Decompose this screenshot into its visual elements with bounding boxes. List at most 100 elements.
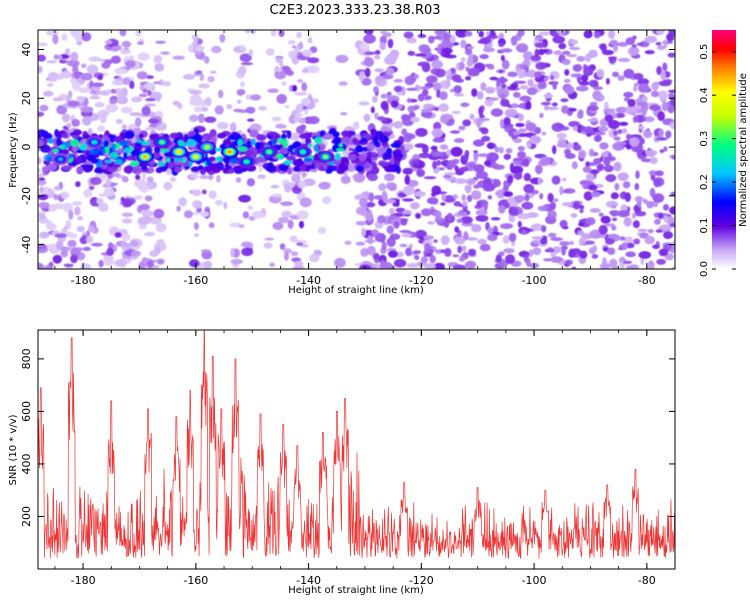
- heatmap-cell: [480, 127, 489, 135]
- heatmap-cell: [556, 132, 567, 140]
- heatmap-cell: [583, 191, 593, 201]
- heatmap-cell: [452, 264, 466, 269]
- heatmap-cell: [477, 238, 487, 245]
- heatmap-cell: [605, 174, 617, 183]
- heatmap-cell: [387, 38, 394, 49]
- heatmap-cell: [404, 75, 415, 86]
- echo-band-cell: [123, 152, 128, 160]
- heatmap-cell: [87, 225, 96, 233]
- heatmap-cell: [638, 251, 652, 259]
- heatmap-cell: [380, 100, 389, 111]
- heatmap-cell: [558, 42, 567, 50]
- heatmap-cell: [208, 174, 214, 180]
- echo-band-cell: [59, 144, 66, 150]
- heatmap-cell: [503, 248, 515, 254]
- snr-series-line: [38, 330, 675, 560]
- echo-band-cell: [140, 141, 151, 146]
- heatmap-cell: [609, 39, 619, 46]
- heatmap-cell: [588, 247, 596, 255]
- heatmap-cell: [383, 199, 396, 204]
- heatmap-cell: [67, 100, 80, 107]
- heatmap-cell: [308, 116, 320, 125]
- heatmap-cell: [671, 266, 675, 269]
- heatmap-cell: [552, 35, 565, 44]
- echo-band-cell: [190, 166, 200, 173]
- heatmap-cell: [80, 106, 94, 113]
- heatmap-cell: [364, 30, 374, 36]
- y-tick-label: 200: [20, 506, 33, 527]
- heatmap-cell: [230, 247, 235, 258]
- heatmap-cell: [364, 67, 371, 78]
- heatmap-cell: [622, 181, 631, 189]
- heatmap-cell: [223, 202, 228, 210]
- heatmap-cell: [614, 182, 620, 191]
- heatmap-cell: [517, 151, 526, 159]
- heatmap-cell: [625, 265, 639, 269]
- heatmap-cell: [444, 247, 452, 257]
- heatmap-cell: [519, 95, 532, 102]
- heatmap-cell: [611, 264, 619, 269]
- bright-spot: [205, 145, 210, 149]
- echo-band-cell: [375, 130, 384, 137]
- heatmap-cell: [667, 52, 675, 58]
- heatmap-cell: [607, 56, 618, 60]
- heatmap-cell: [80, 72, 93, 81]
- heatmap-cell: [431, 59, 443, 69]
- heatmap-cell: [135, 30, 142, 37]
- heatmap-cell: [361, 227, 366, 237]
- heatmap-cell: [290, 215, 296, 219]
- heatmap-cell: [302, 106, 307, 110]
- heatmap-cell: [145, 127, 157, 131]
- heatmap-cell: [487, 195, 493, 200]
- heatmap-cell: [482, 47, 495, 53]
- heatmap-cell: [344, 240, 352, 245]
- heatmap-cell: [278, 217, 289, 224]
- echo-band-cell: [61, 165, 73, 171]
- heatmap-cell: [248, 49, 253, 57]
- bright-spot: [143, 155, 148, 159]
- heatmap-cell: [106, 247, 114, 256]
- heatmap-cell: [293, 114, 301, 123]
- heatmap-cell: [292, 264, 305, 269]
- heatmap-cell: [471, 190, 482, 200]
- heatmap-cell: [53, 185, 62, 191]
- heatmap-cell: [410, 202, 420, 210]
- heatmap-cell: [43, 186, 49, 195]
- heatmap-cell: [517, 69, 526, 79]
- heatmap-cell: [388, 250, 398, 258]
- heatmap-cell: [82, 116, 92, 126]
- heatmap-cell: [71, 119, 80, 127]
- heatmap-cell: [278, 30, 285, 37]
- echo-band-cell: [123, 130, 135, 140]
- heatmap-cell: [433, 239, 438, 243]
- heatmap-cell: [523, 173, 531, 182]
- echo-band-cell: [47, 163, 57, 171]
- heatmap-cell: [550, 237, 563, 242]
- echo-band-cell: [174, 156, 184, 162]
- heatmap-cell: [517, 146, 525, 151]
- heatmap-cell: [587, 105, 599, 111]
- heatmap-cell: [182, 73, 196, 80]
- heatmap-cell: [525, 100, 532, 110]
- heatmap-cell: [572, 201, 581, 210]
- heatmap-cell: [363, 113, 371, 123]
- heatmap-cell: [193, 106, 204, 113]
- heatmap-cell: [355, 206, 367, 216]
- heatmap-cell: [613, 130, 618, 136]
- heatmap-cell: [447, 159, 457, 169]
- heatmap-cell: [287, 39, 296, 45]
- heatmap-cell: [623, 91, 634, 98]
- heatmap-cell: [340, 175, 351, 184]
- heatmap-cell: [463, 231, 469, 240]
- heatmap-cell: [71, 68, 80, 73]
- heatmap-cell: [136, 71, 148, 80]
- heatmap-cell: [406, 98, 412, 103]
- heatmap-cell: [94, 101, 105, 108]
- heatmap-cell: [226, 104, 233, 110]
- heatmap-cell: [620, 204, 628, 213]
- line-plot-y-axis: 200 400 600 800: [20, 348, 675, 527]
- heatmap-cell: [239, 53, 252, 62]
- heatmap-cell: [431, 128, 444, 138]
- heatmap-cell: [146, 176, 154, 182]
- heatmap-cell: [579, 180, 591, 185]
